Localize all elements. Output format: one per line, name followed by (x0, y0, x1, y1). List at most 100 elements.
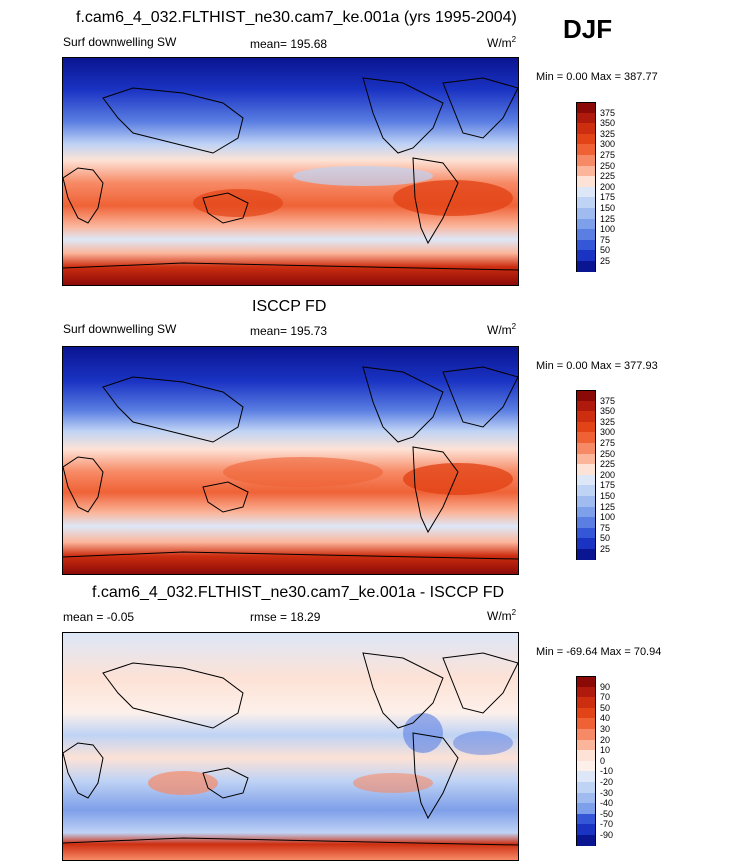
colorbar-tick-label: 375 (600, 395, 616, 406)
panel-3-minmax: Min = -69.64 Max = 70.94 (536, 646, 662, 658)
colorbar-tick-label: 150 (600, 491, 616, 501)
panel-3-mean: mean = -0.05 (63, 610, 135, 624)
colorbar-tick-label: 300 (600, 139, 616, 150)
colorbar-swatch (576, 803, 596, 814)
colorbar-tick-label: 325 (600, 416, 616, 427)
panel-1-field (63, 58, 518, 285)
season-label: DJF (563, 14, 613, 44)
panel-3-anomaly (353, 773, 433, 793)
colorbar-swatch (576, 549, 596, 560)
colorbar-swatch (576, 176, 596, 187)
panel-3-field (63, 633, 518, 860)
colorbar-tick-label: 50 (600, 245, 611, 256)
colorbar-tick-label: 125 (600, 501, 616, 512)
panel-2-minmax: Min = 0.00 Max = 377.93 (536, 360, 658, 372)
colorbar-swatch (576, 261, 596, 272)
colorbar-tick-label: 30 (600, 724, 611, 734)
colorbar-swatch (576, 250, 596, 261)
colorbar-tick-label: 75 (600, 522, 611, 533)
panel-3-colorbar: 90 70 50 40 30 20 10 0 -10 -20 -30 -40 -50 -70 -90 (576, 676, 636, 856)
colorbar-swatch (576, 474, 596, 486)
panel-2-coastlines (63, 366, 518, 560)
colorbar-tick-label: -70 (600, 819, 614, 830)
panel-2-units: W/m2 (487, 322, 517, 337)
colorbar-swatch (576, 239, 596, 251)
colorbar-tick-label: 225 (600, 459, 616, 470)
panel-1-hotspot (193, 189, 283, 217)
colorbar-swatch (576, 496, 596, 507)
colorbar-swatch (576, 760, 596, 772)
colorbar-swatch (576, 718, 596, 729)
colorbar-swatch (576, 729, 596, 740)
panel-2-colorbar: 375 350 325 300 275 250 225 200 175 150 125 100 75 50… (576, 390, 636, 570)
colorbar-tick-label: -40 (600, 798, 614, 809)
colorbar-tick-label: -90 (600, 830, 614, 840)
panel-1-colorbar: 375 350 325 300 275 250 225 200 175 150 125 100 75 50… (576, 102, 636, 282)
colorbar-tick-label: 40 (600, 713, 611, 724)
colorbar-swatch (576, 464, 596, 475)
colorbar-swatch (576, 218, 596, 230)
colorbar-swatch (576, 390, 596, 401)
colorbar-swatch (576, 453, 596, 465)
colorbar-tick-label: 20 (600, 734, 611, 745)
colorbar-swatch (576, 782, 596, 793)
colorbar-tick-label: -30 (600, 787, 614, 798)
colorbar-swatch (576, 443, 596, 454)
colorbar-swatch (576, 197, 596, 208)
panel-3-map (62, 632, 519, 861)
panel-3-units: W/m2 (487, 608, 517, 623)
colorbar-swatch (576, 792, 596, 804)
panel-3-title: f.cam6_4_032.FLTHIST_ne30.cam7_ke.001a -… (92, 584, 505, 601)
colorbar-tick-label: 70 (600, 692, 611, 703)
colorbar-swatch (576, 739, 596, 751)
panel-2-map (62, 346, 519, 575)
colorbar-tick-label: 100 (600, 512, 616, 523)
colorbar-swatch (576, 835, 596, 846)
panel-2-left-label: Surf downwelling SW (63, 322, 177, 336)
panel-2-hotspot (403, 463, 513, 495)
colorbar-swatch (576, 112, 596, 124)
colorbar-tick-label: 125 (600, 213, 616, 224)
colorbar-tick-label: 300 (600, 427, 616, 438)
panel-3-rmse: rmse = 18.29 (250, 610, 321, 624)
panel-2-hotspot (223, 457, 383, 487)
panel-3-anomaly (403, 713, 443, 753)
colorbar-swatch (576, 400, 596, 412)
colorbar-tick-label: 175 (600, 192, 616, 203)
colorbar-swatch (576, 102, 596, 113)
colorbar-tick-label: 275 (600, 150, 616, 160)
panel-1-map (62, 57, 519, 286)
panel-1-mean: mean= 195.68 (250, 37, 328, 51)
panel-1-hotspot (393, 180, 513, 216)
colorbar-swatch (576, 697, 596, 708)
panel-3-coastlines (63, 652, 518, 846)
colorbar-tick-label: 250 (600, 448, 616, 459)
colorbar-swatch (576, 813, 596, 825)
colorbar-tick-label: 150 (600, 203, 616, 213)
colorbar-tick-label: 350 (600, 406, 616, 417)
colorbar-swatch (576, 771, 596, 782)
colorbar-tick-label: 25 (600, 544, 611, 554)
colorbar-tick-label: 200 (600, 469, 616, 480)
colorbar-tick-label: 75 (600, 234, 611, 245)
colorbar-swatch (576, 133, 596, 145)
colorbar-tick-label: 325 (600, 128, 616, 139)
colorbar-tick-label: 375 (600, 107, 616, 118)
colorbar-swatch (576, 144, 596, 155)
panel-1-coolspot (293, 166, 433, 186)
colorbar-swatch (576, 527, 596, 539)
colorbar-tick-label: 50 (600, 702, 611, 713)
colorbar-swatch (576, 686, 596, 698)
panel-1-title: f.cam6_4_032.FLTHIST_ne30.cam7_ke.001a (… (76, 9, 517, 26)
colorbar-tick-label: 225 (600, 171, 616, 182)
colorbar-swatch (576, 506, 596, 518)
colorbar-swatch (576, 411, 596, 422)
colorbar-tick-label: -50 (600, 808, 614, 819)
panel-3-anomaly (453, 731, 513, 755)
colorbar-swatch (576, 165, 596, 177)
colorbar-tick-label: 100 (600, 224, 616, 235)
colorbar-tick-label: 10 (600, 745, 611, 756)
colorbar-swatch (576, 421, 596, 433)
colorbar-swatch (576, 485, 596, 496)
colorbar-swatch (576, 123, 596, 134)
